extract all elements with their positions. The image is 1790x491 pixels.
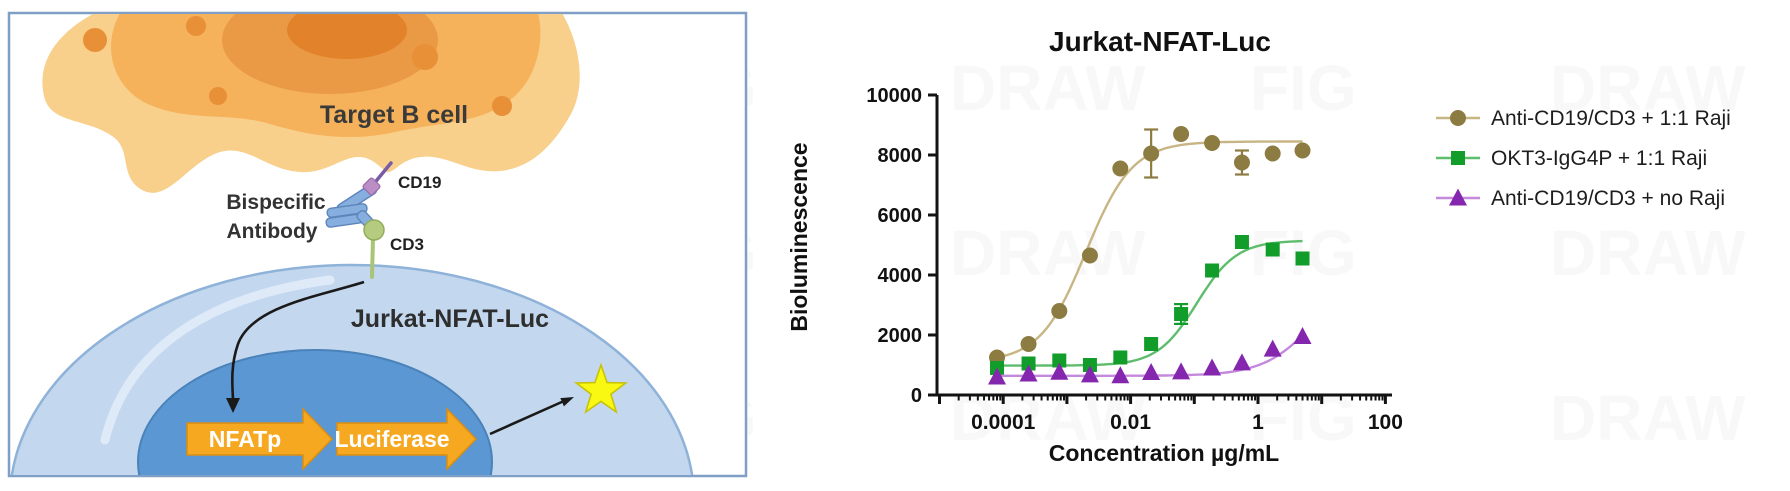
data-point-circle bbox=[1233, 154, 1250, 171]
bispecific-label-line1: Bispecific bbox=[226, 191, 326, 214]
fit-curve bbox=[997, 239, 1303, 367]
bispecific-label-line2: Antibody bbox=[227, 220, 318, 243]
data-point-triangle bbox=[988, 367, 1007, 385]
signal-arrowhead-icon bbox=[226, 398, 240, 413]
data-point-square bbox=[1052, 353, 1067, 368]
luminescence-arrow-shaft bbox=[489, 399, 565, 436]
data-point-triangle bbox=[1449, 188, 1467, 206]
data-point-triangle bbox=[1142, 363, 1161, 380]
data-point-triangle bbox=[1172, 362, 1191, 380]
watermark-text: DRAW bbox=[1550, 217, 1746, 289]
cd3-label: CD3 bbox=[390, 235, 424, 254]
data-point-triangle bbox=[1263, 339, 1282, 357]
mechanism-diagram-panel: NFATp Luciferase bbox=[7, 11, 748, 478]
watermark-text: FIG bbox=[1250, 52, 1357, 124]
data-point-square bbox=[1174, 307, 1189, 321]
data-point-triangle bbox=[1111, 366, 1130, 384]
data-point-square bbox=[1205, 263, 1220, 278]
data-point-triangle bbox=[1203, 358, 1222, 376]
data-point-square bbox=[1021, 356, 1036, 371]
bispecific-antibody-icon bbox=[325, 161, 393, 279]
data-point-square bbox=[1451, 151, 1465, 165]
y-tick-label: 4000 bbox=[878, 265, 923, 287]
watermark-text: DRAW bbox=[1550, 382, 1746, 454]
watermark-text: DRAW bbox=[950, 217, 1146, 289]
data-point-circle bbox=[1051, 303, 1068, 319]
y-tick-label: 2000 bbox=[878, 325, 923, 347]
legend-label: Anti-CD19/CD3 + no Raji bbox=[1491, 187, 1725, 210]
data-point-square bbox=[1265, 242, 1280, 257]
data-point-circle bbox=[1264, 145, 1281, 162]
x-tick-label: 0.0001 bbox=[971, 411, 1036, 434]
data-point-triangle bbox=[1293, 327, 1312, 344]
target-b-cell-shape bbox=[42, 14, 580, 193]
jurkat-cell-shape: NFATp Luciferase bbox=[10, 263, 694, 475]
x-axis-label: Concentration µg/mL bbox=[1049, 440, 1279, 466]
nfatp-gene-arrow bbox=[186, 407, 334, 471]
legend-label: Anti-CD19/CD3 + 1:1 Raji bbox=[1491, 107, 1731, 130]
data-point-circle bbox=[1143, 145, 1160, 162]
data-point-circle bbox=[1020, 336, 1037, 352]
data-point-triangle bbox=[1232, 353, 1251, 371]
b-cell-granule bbox=[492, 96, 512, 116]
star-icon bbox=[573, 362, 629, 414]
data-point-circle bbox=[1450, 110, 1466, 126]
luminescence-arrow bbox=[489, 362, 629, 436]
data-point-circle bbox=[1081, 247, 1098, 264]
data-point-triangle bbox=[1050, 362, 1069, 380]
luciferase-gene-arrow bbox=[336, 407, 478, 471]
watermark-text: DRAW bbox=[950, 52, 1146, 124]
data-point-circle bbox=[1294, 142, 1311, 159]
chart-title: Jurkat-NFAT-Luc bbox=[1049, 26, 1271, 57]
data-point-square bbox=[1082, 358, 1097, 372]
luminescence-arrowhead-icon bbox=[560, 397, 574, 407]
y-axis-label: Bioluminescence bbox=[786, 142, 812, 331]
cd19-receptor bbox=[362, 177, 381, 196]
data-point-circle bbox=[1204, 135, 1221, 151]
y-tick-label: 6000 bbox=[878, 205, 923, 227]
b-cell-granule bbox=[209, 87, 227, 105]
b-cell-nucleolus bbox=[287, 14, 407, 59]
b-cell-granule bbox=[186, 16, 206, 36]
data-point-square bbox=[1234, 235, 1249, 249]
data-point-triangle bbox=[1019, 364, 1038, 382]
legend-label: OKT3-IgG4P + 1:1 Raji bbox=[1491, 147, 1707, 170]
b-cell-granule bbox=[412, 44, 438, 70]
data-point-square bbox=[1295, 251, 1310, 266]
x-tick-label: 0.01 bbox=[1110, 411, 1151, 434]
watermark-text: DRAW bbox=[1550, 52, 1746, 124]
x-tick-label: 1 bbox=[1252, 411, 1264, 434]
y-tick-label: 10000 bbox=[866, 85, 922, 107]
x-tick-label: 100 bbox=[1368, 411, 1403, 434]
data-point-triangle bbox=[1080, 365, 1099, 383]
cd3-receptor bbox=[363, 219, 385, 241]
signal-arrow-shaft bbox=[230, 280, 365, 400]
cd19-label: CD19 bbox=[398, 173, 441, 192]
b-cell-granule bbox=[83, 28, 107, 52]
jurkat-cell-label: Jurkat-NFAT-Luc bbox=[351, 305, 549, 333]
nfatp-label: NFATp bbox=[209, 426, 281, 452]
luciferase-label: Luciferase bbox=[334, 426, 449, 452]
signal-arrow bbox=[226, 280, 365, 413]
data-point-square bbox=[1113, 350, 1128, 365]
y-tick-label: 0 bbox=[911, 385, 922, 407]
y-tick-label: 8000 bbox=[878, 145, 923, 167]
data-point-circle bbox=[1173, 126, 1190, 142]
dose-response-chart: Jurkat-NFAT-Luc Bioluminescence Concentrat… bbox=[786, 26, 1731, 466]
target-b-cell-label: Target B cell bbox=[320, 101, 468, 129]
data-point-square bbox=[1144, 337, 1159, 351]
jurkat-highlight bbox=[100, 275, 335, 445]
data-point-circle bbox=[1112, 160, 1129, 177]
cd3-stem bbox=[370, 236, 375, 279]
